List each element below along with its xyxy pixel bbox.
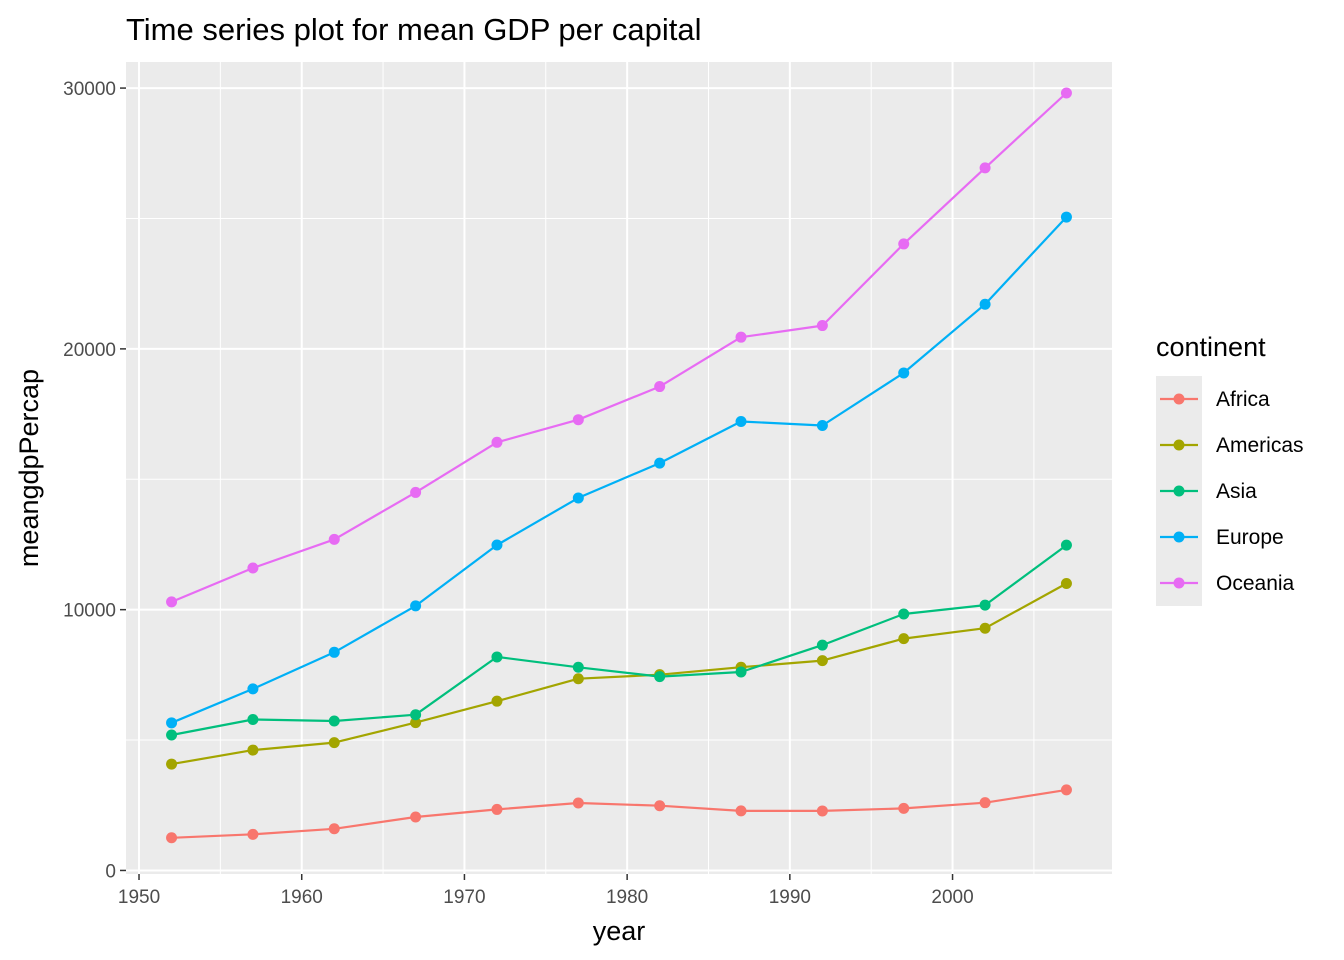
data-point-europe [247,683,259,695]
data-point-oceania [410,486,422,498]
y-tick-label: 30000 [63,79,116,100]
data-point-europe [328,646,340,658]
data-point-asia [979,599,991,611]
series-line-americas [171,582,1067,766]
major-gridlines [126,62,1112,874]
data-point-europe [1060,211,1072,223]
data-point-africa [979,797,991,809]
data-point-europe [816,419,828,431]
data-point-oceania [979,162,991,174]
x-tick-label: 1960 [281,887,323,908]
data-point-asia [247,714,259,726]
legend-key-point-asia [1173,485,1185,497]
data-point-asia [816,639,828,651]
data-point-americas [1060,578,1072,590]
data-point-oceania [328,533,340,545]
series-layer [166,87,1072,844]
data-point-asia [328,715,340,727]
legend-label-africa: Africa [1216,388,1270,411]
x-axis-title: year [593,916,646,946]
data-point-americas [328,737,340,749]
data-point-asia [166,729,178,741]
series-line-oceania [171,92,1068,603]
data-point-europe [491,539,503,551]
data-point-americas [816,655,828,667]
legend-key-point-americas [1173,439,1185,451]
data-point-oceania [491,436,503,448]
data-point-oceania [572,414,584,426]
x-tick-label: 1950 [118,887,160,908]
legend-title: continent [1156,332,1266,362]
data-point-oceania [1060,87,1072,99]
data-point-europe [654,457,666,469]
legend-label-oceania: Oceania [1216,572,1295,595]
series-line-asia [171,544,1068,737]
data-point-africa [572,797,584,809]
data-point-asia [735,666,747,678]
data-point-africa [491,803,503,815]
data-point-africa [247,828,259,840]
data-point-americas [410,717,422,729]
y-tick-label: 0 [105,861,116,882]
data-point-oceania [898,238,910,250]
legend: continent Africa Americas Asia Europe Oceani… [1156,332,1304,606]
data-point-americas [979,622,991,634]
data-point-africa [816,805,828,817]
x-tick-label: 1980 [606,887,648,908]
data-point-africa [898,802,910,814]
data-point-asia [898,608,910,620]
y-tick-label: 10000 [63,601,116,622]
legend-key-point-oceania [1173,577,1185,589]
legend-label-americas: Americas [1216,434,1304,457]
series-line-europe [171,216,1068,724]
data-point-europe [898,367,910,379]
data-point-africa [410,811,422,823]
data-point-africa [735,805,747,817]
data-point-oceania [816,320,828,332]
data-point-africa [1060,784,1072,796]
data-point-europe [410,600,422,612]
y-axis-title: meangdpPercap [14,369,44,567]
legend-label-asia: Asia [1216,480,1257,503]
data-point-asia [654,671,666,683]
data-point-americas [572,673,584,685]
data-point-africa [654,800,666,812]
y-tick-label: 20000 [63,340,116,361]
data-point-oceania [166,596,178,608]
data-point-africa [166,832,178,844]
minor-gridlines [126,62,1112,874]
series-line-africa [171,788,1067,839]
legend-key-point-europe [1173,531,1185,543]
data-point-oceania [735,331,747,343]
data-point-europe [572,492,584,504]
data-point-africa [328,823,340,835]
data-point-americas [247,744,259,756]
data-point-americas [166,758,178,770]
data-point-europe [979,298,991,310]
plot-panel [126,62,1112,874]
data-point-asia [572,661,584,673]
data-point-asia [1060,539,1072,551]
data-point-asia [410,709,422,721]
x-tick-label: 2000 [931,887,973,908]
x-tick-label: 1970 [443,887,485,908]
data-point-oceania [654,381,666,393]
data-point-europe [166,717,178,729]
chart-title: Time series plot for mean GDP per capita… [126,12,701,47]
data-point-asia [491,651,503,663]
data-point-americas [491,695,503,707]
data-point-oceania [247,562,259,574]
data-point-americas [898,633,910,645]
legend-label-europe: Europe [1216,526,1284,549]
legend-key-point-africa [1173,393,1185,405]
data-point-europe [735,416,747,428]
x-tick-label: 1990 [769,887,811,908]
